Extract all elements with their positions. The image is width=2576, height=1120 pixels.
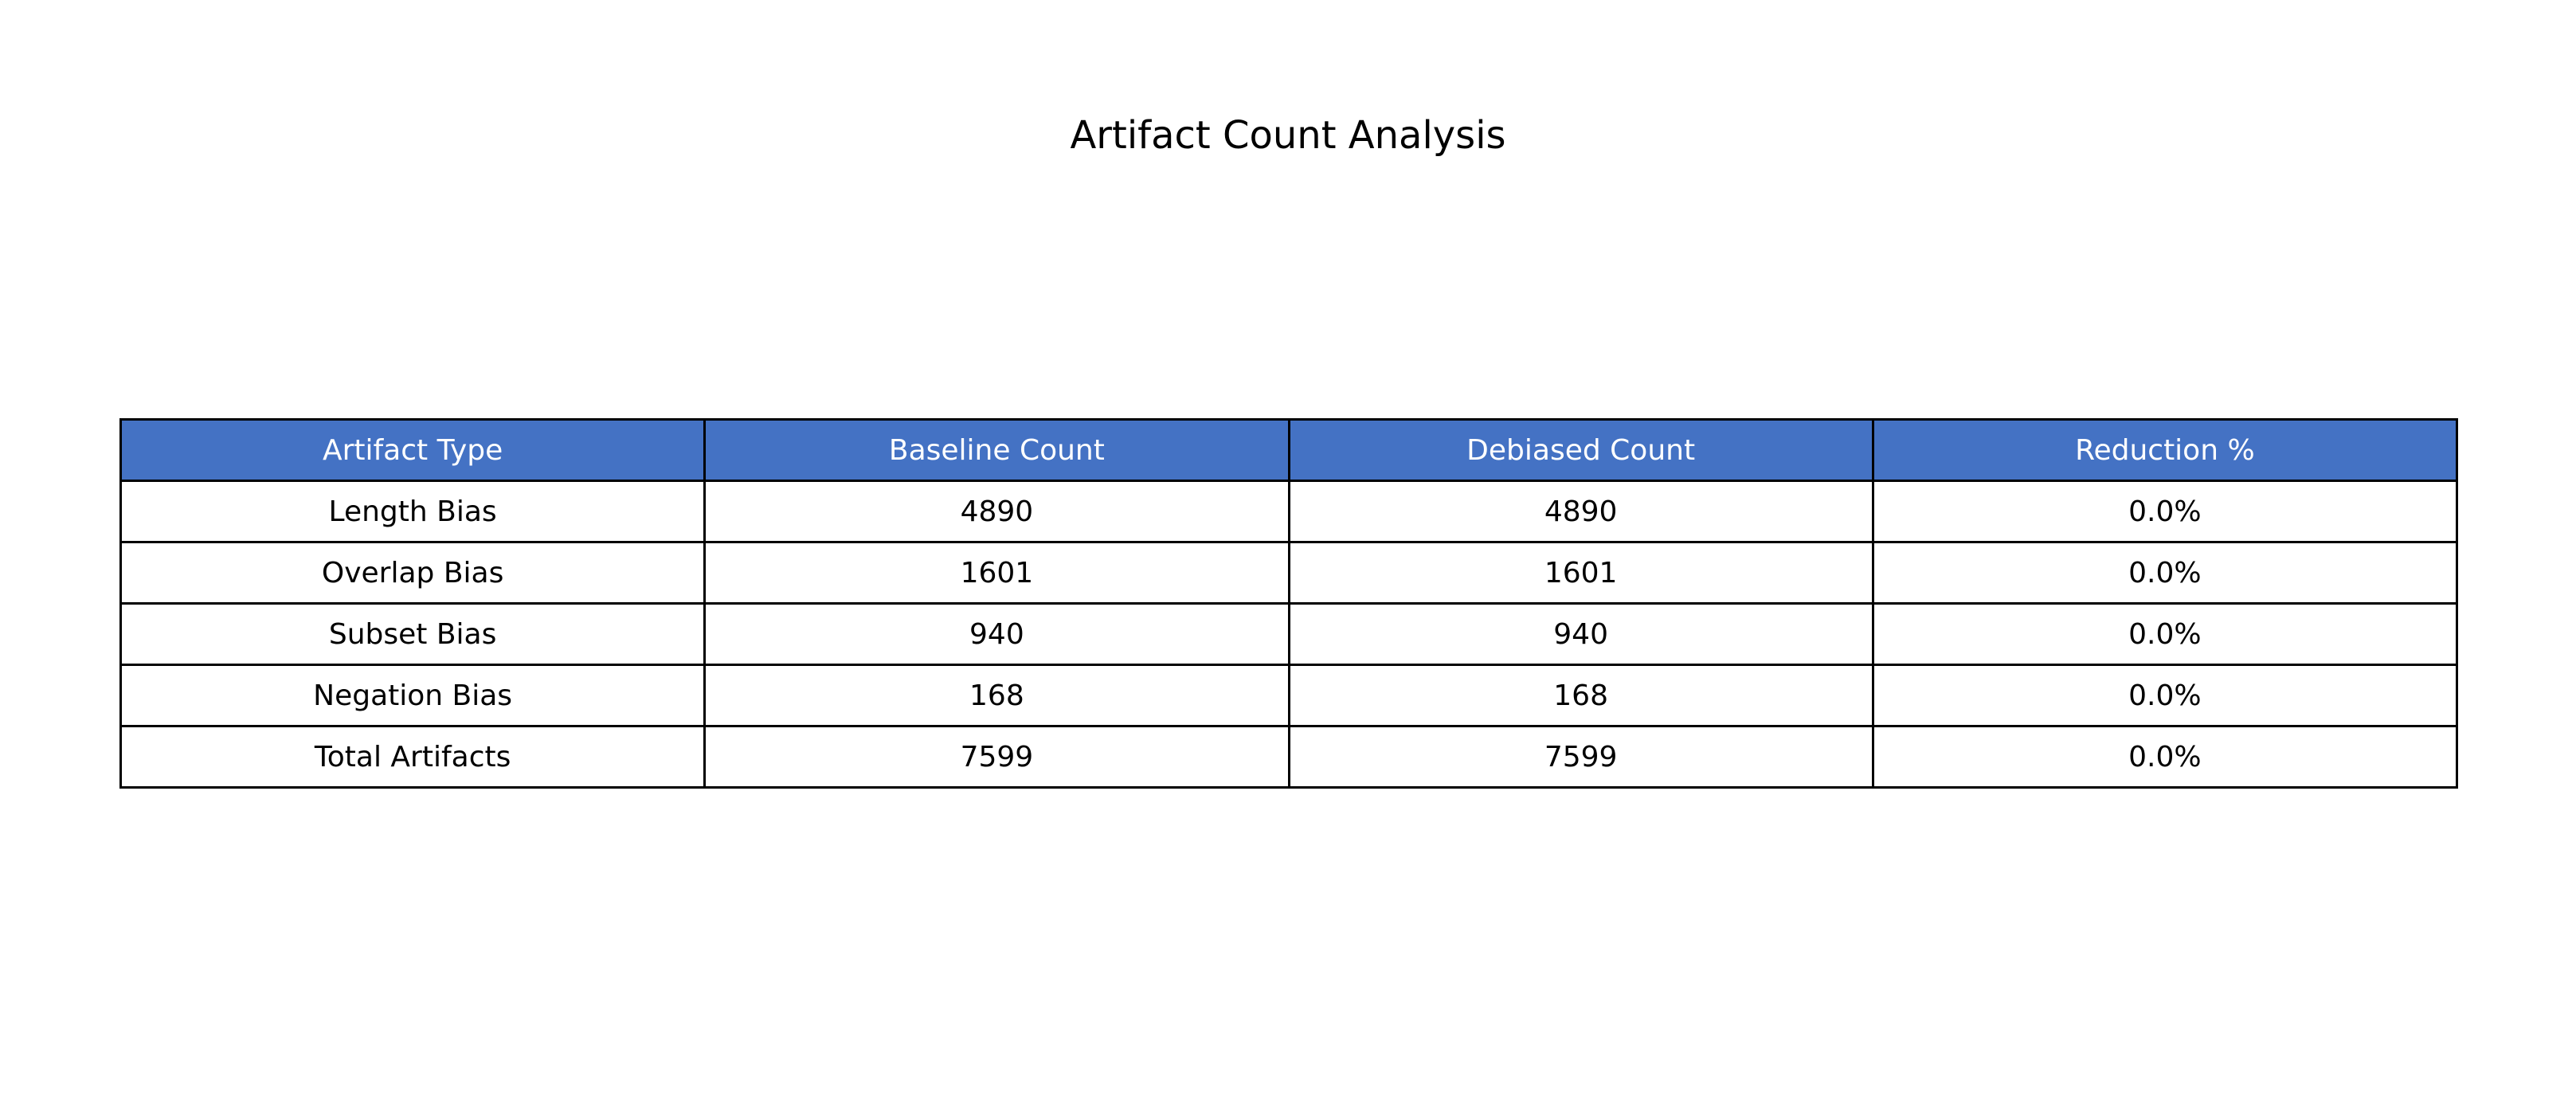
table-cell: 0.0% xyxy=(1871,664,2459,727)
table-row: Length Bias 4890 4890 0.0% xyxy=(119,480,2459,543)
table-row: Overlap Bias 1601 1601 0.0% xyxy=(119,541,2459,605)
table-cell: 7599 xyxy=(703,725,1290,789)
table-row: Total Artifacts 7599 7599 0.0% xyxy=(119,725,2459,789)
table-cell: Overlap Bias xyxy=(119,541,707,605)
table-header-row: Artifact Type Baseline Count Debiased Co… xyxy=(119,418,2459,482)
table-row: Negation Bias 168 168 0.0% xyxy=(119,664,2459,727)
table-cell: 7599 xyxy=(1287,725,1874,789)
table-cell: 940 xyxy=(703,602,1290,666)
artifact-count-table: Artifact Type Baseline Count Debiased Co… xyxy=(119,418,2459,789)
table-cell: 0.0% xyxy=(1871,602,2459,666)
header-cell-reduction-percent: Reduction % xyxy=(1871,418,2459,482)
table-cell: 4890 xyxy=(703,480,1290,543)
table-cell: 1601 xyxy=(703,541,1290,605)
table-cell: Subset Bias xyxy=(119,602,707,666)
header-cell-baseline-count: Baseline Count xyxy=(703,418,1290,482)
header-cell-artifact-type: Artifact Type xyxy=(119,418,707,482)
table-cell: 4890 xyxy=(1287,480,1874,543)
chart-title: Artifact Count Analysis xyxy=(1070,113,1506,158)
table-cell: Negation Bias xyxy=(119,664,707,727)
table-cell: 0.0% xyxy=(1871,725,2459,789)
table-cell: Length Bias xyxy=(119,480,707,543)
table-cell: 0.0% xyxy=(1871,541,2459,605)
header-cell-debiased-count: Debiased Count xyxy=(1287,418,1874,482)
table-cell: 168 xyxy=(703,664,1290,727)
table-cell: 168 xyxy=(1287,664,1874,727)
table-cell: Total Artifacts xyxy=(119,725,707,789)
table-row: Subset Bias 940 940 0.0% xyxy=(119,602,2459,666)
artifact-table-container: Artifact Type Baseline Count Debiased Co… xyxy=(119,418,2459,789)
table-cell: 0.0% xyxy=(1871,480,2459,543)
table-cell: 940 xyxy=(1287,602,1874,666)
table-cell: 1601 xyxy=(1287,541,1874,605)
